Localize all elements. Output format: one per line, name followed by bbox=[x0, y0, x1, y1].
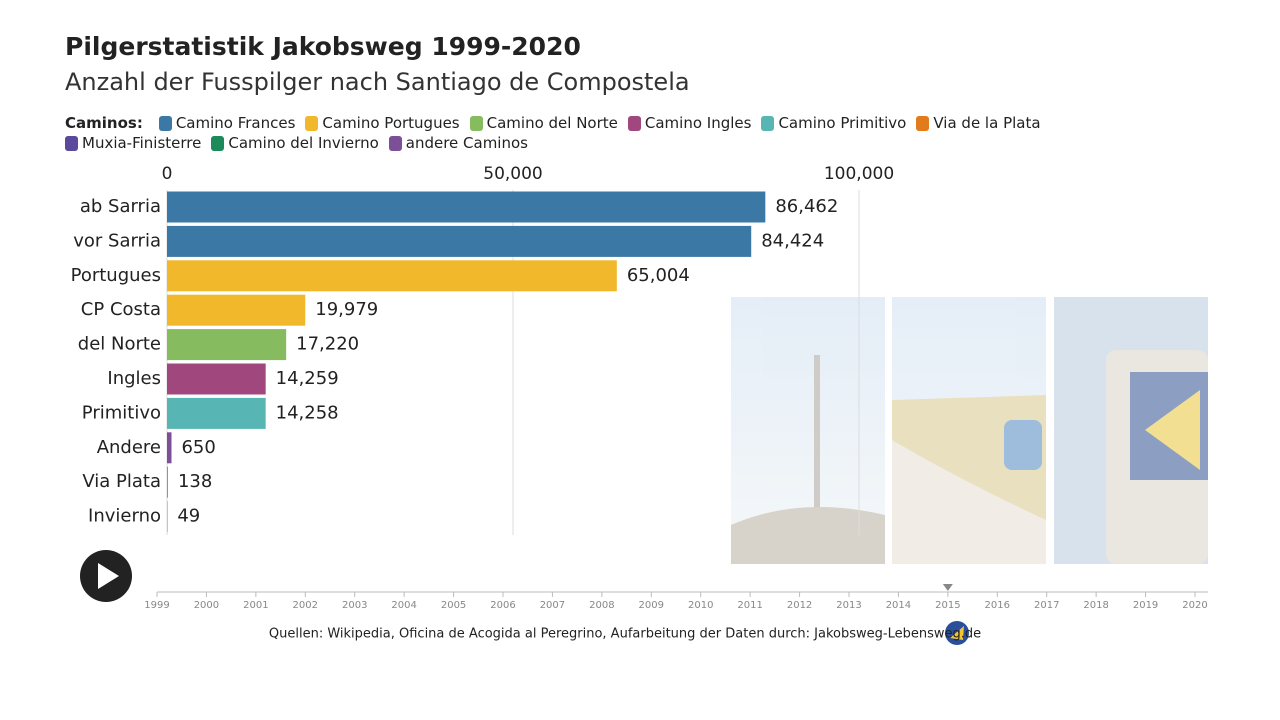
timeline-label: 2010 bbox=[688, 600, 713, 611]
legend-item: andere Caminos bbox=[388, 134, 528, 152]
value-label: 138 bbox=[178, 471, 212, 492]
bar bbox=[167, 191, 766, 223]
y-tick-label: Andere bbox=[97, 437, 161, 458]
y-tick-label: ab Sarria bbox=[80, 196, 161, 217]
source: Quellen: Wikipedia, Oficina de Acogida a… bbox=[269, 627, 981, 642]
timeline-label: 2019 bbox=[1133, 600, 1158, 611]
timeline-label: 2014 bbox=[886, 600, 911, 611]
timeline-label: 2020 bbox=[1182, 600, 1207, 611]
timeline-label: 2018 bbox=[1083, 600, 1108, 611]
y-tick-label: Portugues bbox=[71, 265, 161, 286]
value-label: 49 bbox=[177, 506, 200, 527]
timeline-label: 2017 bbox=[1034, 600, 1059, 611]
y-tick-label: Primitivo bbox=[82, 402, 161, 423]
legend: Caminos: Camino Frances Camino Portugues C… bbox=[65, 114, 1155, 152]
legend-label: Camino Ingles bbox=[644, 114, 752, 132]
y-tick-label: Invierno bbox=[88, 506, 161, 527]
legend-item: Camino del Invierno bbox=[211, 134, 379, 152]
chart-subtitle: Anzahl der Fusspilger nach Santiago de C… bbox=[65, 68, 690, 96]
legend-item: Via de la Plata bbox=[916, 114, 1041, 132]
legend-item: Camino Portugues bbox=[305, 114, 460, 132]
legend-label: Muxia-Finisterre bbox=[82, 134, 202, 152]
legend-swatch bbox=[65, 135, 78, 151]
bar bbox=[167, 329, 287, 361]
photo-road bbox=[892, 440, 1046, 564]
y-tick-label: Ingles bbox=[107, 368, 161, 389]
play-icon[interactable] bbox=[98, 563, 119, 589]
legend-label: Camino del Invierno bbox=[228, 134, 379, 152]
chart-title: Pilgerstatistik Jakobsweg 1999-2020 bbox=[65, 32, 581, 61]
value-label: 17,220 bbox=[296, 334, 359, 355]
legend-label: Camino Primitivo bbox=[778, 114, 907, 132]
value-label: 14,258 bbox=[276, 402, 339, 423]
y-tick-label: vor Sarria bbox=[73, 230, 161, 251]
timeline-label: 2005 bbox=[441, 600, 466, 611]
bar bbox=[167, 294, 306, 326]
timeline-label: 2012 bbox=[787, 600, 812, 611]
timeline-label: 2015 bbox=[935, 600, 960, 611]
value-label: 650 bbox=[181, 437, 215, 458]
legend-label: Via de la Plata bbox=[933, 114, 1041, 132]
legend-label: Camino Frances bbox=[175, 114, 296, 132]
legend-label: andere Caminos bbox=[405, 134, 528, 152]
legend-item: Camino Frances bbox=[158, 114, 296, 132]
y-tick-label: CP Costa bbox=[81, 299, 161, 320]
legend-item: Camino del Norte bbox=[469, 114, 618, 132]
legend-label: Camino del Norte bbox=[486, 114, 618, 132]
legend-label: Camino Portugues bbox=[322, 114, 460, 132]
bar bbox=[167, 466, 168, 498]
timeline-label: 2006 bbox=[490, 600, 515, 611]
timeline-marker bbox=[942, 584, 953, 591]
bar bbox=[167, 260, 617, 292]
x-tick-label: 0 bbox=[162, 164, 173, 184]
bar bbox=[167, 432, 172, 464]
timeline-label: 2016 bbox=[985, 600, 1010, 611]
logo-shell bbox=[950, 626, 964, 640]
timeline-label: 2011 bbox=[737, 600, 762, 611]
timeline-label: 2003 bbox=[342, 600, 367, 611]
timeline-label: 2002 bbox=[293, 600, 318, 611]
legend-item: Camino Primitivo bbox=[761, 114, 906, 132]
legend-item: Muxia-Finisterre bbox=[65, 134, 201, 152]
x-tick-label: 100,000 bbox=[824, 164, 894, 184]
value-label: 19,979 bbox=[315, 299, 378, 320]
bar bbox=[167, 225, 752, 257]
photos bbox=[731, 297, 1208, 564]
legend-swatch bbox=[469, 115, 483, 131]
photo-pilgrim bbox=[1004, 420, 1042, 470]
photo-shell bbox=[1145, 390, 1200, 470]
legend-title: Caminos: bbox=[65, 114, 143, 132]
value-label: 84,424 bbox=[761, 230, 824, 251]
legend-swatch bbox=[761, 115, 775, 131]
legend-swatch bbox=[211, 135, 225, 151]
y-tick-label: Via Plata bbox=[82, 471, 161, 492]
legend-swatch bbox=[388, 135, 402, 151]
bar bbox=[167, 363, 266, 395]
legend-swatch bbox=[158, 115, 172, 131]
photo-cross bbox=[814, 355, 820, 510]
legend-swatch bbox=[305, 115, 319, 131]
bar bbox=[167, 397, 266, 429]
y-tick-label: del Norte bbox=[78, 334, 161, 355]
timeline-label: 1999 bbox=[144, 600, 169, 611]
legend-swatch bbox=[916, 115, 930, 131]
legend-item: Camino Ingles bbox=[627, 114, 752, 132]
timeline-label: 2000 bbox=[194, 600, 219, 611]
value-label: 86,462 bbox=[775, 196, 838, 217]
timeline-label: 2009 bbox=[639, 600, 664, 611]
x-tick-label: 50,000 bbox=[483, 164, 542, 184]
value-label: 65,004 bbox=[627, 265, 690, 286]
value-label: 14,259 bbox=[276, 368, 339, 389]
photo-ground bbox=[731, 507, 885, 564]
timeline-label: 2007 bbox=[540, 600, 565, 611]
timeline-label: 2013 bbox=[836, 600, 861, 611]
legend-swatch bbox=[627, 115, 641, 131]
timeline-label: 2004 bbox=[391, 600, 416, 611]
timeline-label: 2008 bbox=[589, 600, 614, 611]
timeline-label: 2001 bbox=[243, 600, 268, 611]
